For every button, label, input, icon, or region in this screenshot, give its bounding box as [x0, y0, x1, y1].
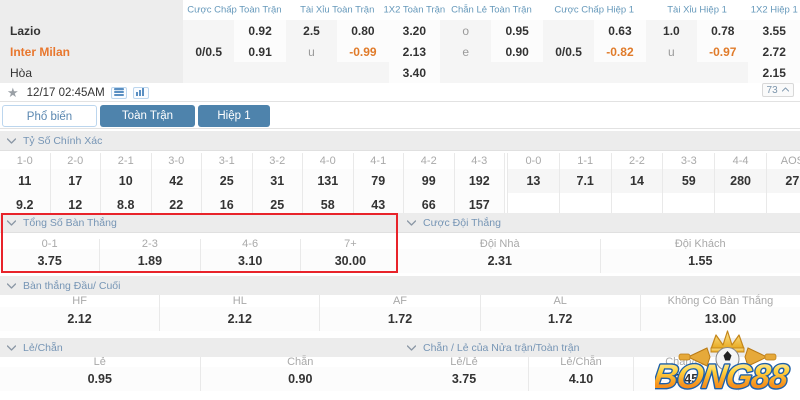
svg-text:BONG88: BONG88	[655, 358, 791, 396]
